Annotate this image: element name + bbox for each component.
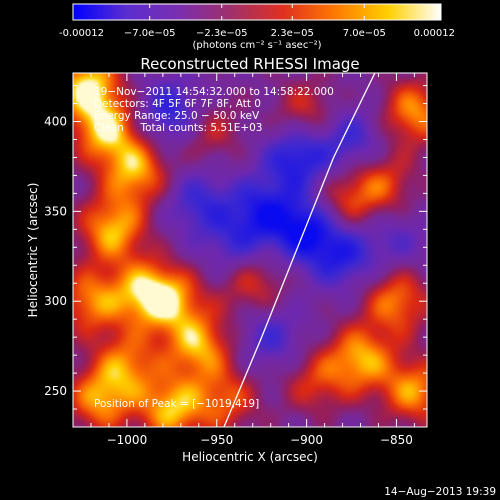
y-tick-label: 400	[44, 115, 67, 129]
colorbar-tick-label: −7.0e−05	[124, 28, 176, 39]
y-tick-label: 350	[44, 204, 67, 218]
y-tick-label: 300	[44, 294, 67, 308]
y-tick-label: 250	[44, 384, 67, 398]
colorbar-tick-label: −2.3e−05	[196, 28, 248, 39]
heatmap-image	[73, 73, 427, 427]
colorbar-tick-label: 7.0e−05	[343, 28, 386, 39]
x-tick-label: −1000	[107, 433, 148, 447]
info-annotations: 19−Nov−2011 14:54:32.000 to 14:58:22.000…	[94, 86, 334, 134]
axis-ticks: −1000 −950 −900 −850 250 300 350 400	[44, 73, 427, 447]
x-tick-label: −950	[200, 433, 233, 447]
x-axis-label: Heliocentric X (arcsec)	[182, 450, 318, 464]
colorbar-tick-label: 2.3e−05	[271, 28, 314, 39]
colorbar	[72, 3, 442, 21]
annotation-time-range: 19−Nov−2011 14:54:32.000 to 14:58:22.000	[94, 86, 334, 98]
colorbar-tick-label: -0.00012	[59, 28, 104, 39]
chart-title: Reconstructed RHESSI Image	[140, 55, 359, 73]
solar-limb-line	[223, 73, 376, 427]
annotation-detectors: Detectors: 4F 5F 6F 7F 8F, Att 0	[94, 98, 261, 110]
colorbar-tick-label: 0.00012	[414, 28, 455, 39]
y-axis-label: Heliocentric Y (arcsec)	[26, 183, 40, 318]
colorbar-ticks: -0.00012 −7.0e−05 −2.3e−05 2.3e−05 7.0e−05 0.…	[59, 4, 455, 39]
colorbar-unit-label: (photons cm⁻² s⁻¹ asec⁻²)	[192, 40, 321, 51]
annotation-counts: Clean Total counts: 5.51E+03	[94, 122, 263, 134]
x-tick-label: −900	[290, 433, 323, 447]
plot-frame	[72, 72, 428, 428]
annotation-energy-range: Energy Range: 25.0 − 50.0 keV	[94, 110, 260, 122]
footer-timestamp: 14−Aug−2013 19:39	[384, 486, 496, 498]
x-tick-label: −850	[380, 433, 413, 447]
peak-position-label: Position of Peak = [−1019,419]	[94, 398, 259, 410]
heatmap-area	[73, 73, 427, 427]
